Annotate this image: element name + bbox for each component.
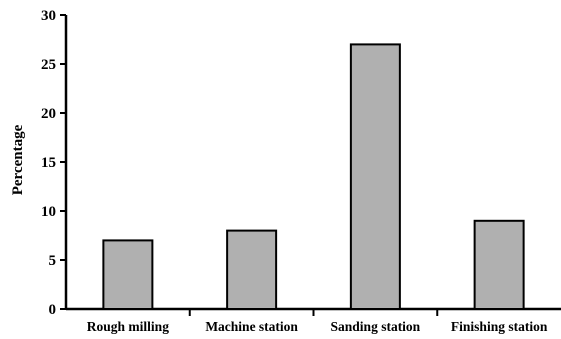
bar [226,229,278,311]
bar [349,43,401,311]
bar [102,239,154,310]
y-tick-label: 25 [41,57,56,73]
y-tick-label: 10 [41,204,56,220]
x-tick-label: Rough milling [87,319,169,334]
y-tick-label: 15 [41,155,56,171]
x-labels: Rough milling Machine station Sanding stat… [87,309,548,334]
bars [102,43,525,311]
x-tick-label: Sanding station [331,319,421,334]
x-tick-label: Finishing station [451,319,548,334]
y-tick-label: 20 [41,106,56,122]
y-ticks: 0 5 10 15 20 25 30 [41,8,66,318]
x-tick-label: Machine station [205,319,298,334]
bar [473,219,525,310]
y-tick-label: 30 [41,8,56,24]
y-tick-label: 5 [49,253,57,269]
y-axis-title: Percentage [10,124,26,195]
y-tick-label: 0 [49,302,57,318]
